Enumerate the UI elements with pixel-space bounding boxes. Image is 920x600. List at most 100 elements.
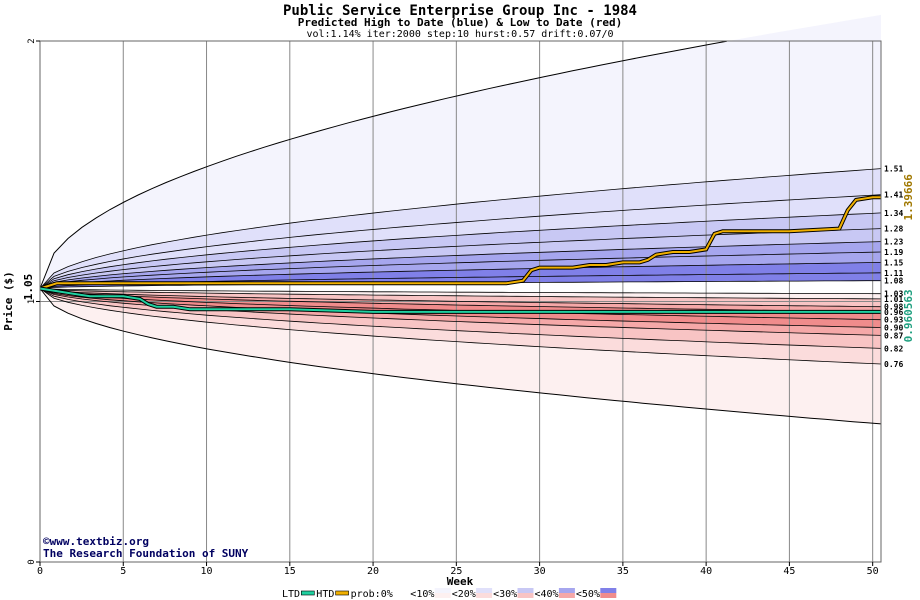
band-high-2 <box>40 194 881 289</box>
legend-prob-swatch-blue-0 <box>393 588 410 593</box>
legend-prob-label-3: <30% <box>493 589 517 600</box>
quantile-label-1.34: 1.34 <box>884 209 903 218</box>
legend-prob-swatch-2 <box>476 588 493 598</box>
chart-title: Public Service Enterprise Group Inc - 19… <box>283 3 637 19</box>
quantile-line-1.28 <box>39 228 882 289</box>
quantile-label-0.87: 0.87 <box>884 331 903 340</box>
band-low-5 <box>40 288 881 336</box>
ltd-final-label: 0.960563 <box>902 289 915 342</box>
y-axis-label: Price ($) <box>2 271 15 331</box>
band-high-6 <box>40 252 881 289</box>
htd-line <box>39 196 881 290</box>
x-tick-label-30: 30 <box>534 566 546 577</box>
x-tick-label-35: 35 <box>617 566 629 577</box>
legend-prob-swatch-red-1 <box>434 593 451 598</box>
quantile-line-1.34 <box>39 212 882 289</box>
band-high-4 <box>40 228 881 289</box>
quantile-label-0.76: 0.76 <box>884 360 903 369</box>
legend-ltd-label: LTD <box>282 589 300 600</box>
quantile-line-1.01 <box>39 288 882 300</box>
legend-prob-label-0: prob:0% <box>351 589 393 600</box>
legend-prob-swatch-red-0 <box>393 593 410 598</box>
axis-ticks: 0 5 10 15 20 25 30 35 40 45 50 0 1 2 <box>27 38 879 577</box>
x-tick-label-40: 40 <box>700 566 712 577</box>
quantile-line-0.90 <box>39 288 882 328</box>
legend-prob-label-1: <10% <box>410 589 434 600</box>
quantile-line-1.03 <box>39 288 882 295</box>
quantile-line-1.19 <box>39 251 882 289</box>
quantile-line-0.98 <box>39 288 882 308</box>
quantile-label-0.90: 0.90 <box>884 324 903 333</box>
band-middle <box>40 280 881 294</box>
quantile-label-0.93: 0.93 <box>884 316 903 325</box>
legend-prob-swatch-1 <box>434 588 451 598</box>
legend-prob-swatch-4 <box>558 588 575 598</box>
legend-prob-swatch-blue-4 <box>558 588 575 593</box>
x-tick-label-50: 50 <box>867 566 879 577</box>
quantile-label-0.98: 0.98 <box>884 303 903 312</box>
x-tick-label-5: 5 <box>120 566 126 577</box>
quantile-line-1.15 <box>39 262 882 289</box>
legend-prob-swatch-red-3 <box>517 593 534 598</box>
legend-htd-swatch <box>335 590 349 596</box>
band-low-6 <box>40 288 881 349</box>
watermark-url: ©www.textbiz.org <box>43 535 149 548</box>
htd-final-label: 1.39666 <box>902 174 915 221</box>
quantile-label-1.28: 1.28 <box>884 225 903 234</box>
legend-prob-swatch-5 <box>600 588 617 598</box>
y-tick-label-1: 1 <box>27 299 37 304</box>
band-high-1 <box>40 168 881 289</box>
x-tick-label-45: 45 <box>783 566 795 577</box>
quantile-label-1.19: 1.19 <box>884 248 903 257</box>
x-tick-label-10: 10 <box>201 566 213 577</box>
legend-prob-swatch-3 <box>517 588 534 598</box>
chart-subtitle: Predicted High to Date (blue) & Low to D… <box>298 16 623 29</box>
quantile-line-1.23 <box>39 241 882 289</box>
legend-prob-swatch-blue-2 <box>476 588 493 593</box>
legend-htd-label: HTD <box>316 589 334 600</box>
x-axis-label: Week <box>447 575 474 588</box>
quantile-label-1.15: 1.15 <box>884 258 903 267</box>
legend-prob-label-4: <40% <box>535 589 559 600</box>
legend-prob-label-5: <50% <box>576 589 600 600</box>
quantile-label-1.41: 1.41 <box>884 191 903 200</box>
quantile-line-1.41 <box>39 194 882 289</box>
band-low-8 <box>40 288 881 424</box>
quantile-label-1.23: 1.23 <box>884 238 903 247</box>
chart-params: vol:1.14% iter:2000 step:10 hurst:0.57 d… <box>306 29 613 40</box>
quantile-label-1.11: 1.11 <box>884 269 903 278</box>
quantile-label-1.08: 1.08 <box>884 277 903 286</box>
legend-prob-swatch-blue-3 <box>517 588 534 593</box>
quantile-labels: 1.51 1.41 1.34 1.28 1.231.191.15 1.111.08 1.03… <box>884 165 903 369</box>
x-tick-label-20: 20 <box>367 566 379 577</box>
band-low-2 <box>40 288 881 312</box>
quantile-label-1.01: 1.01 <box>884 295 903 304</box>
quantile-label-1.51: 1.51 <box>884 165 903 174</box>
quantile-label-1.03: 1.03 <box>884 290 903 299</box>
y-tick-label-2: 2 <box>27 38 37 43</box>
quantile-line-outer-high <box>39 40 727 289</box>
legend-prob-swatch-red-4 <box>558 593 575 598</box>
y-tick-label-0: 0 <box>27 559 37 564</box>
legend-prob-swatch-blue-5 <box>600 588 617 593</box>
series-lines <box>39 195 881 314</box>
band-high-0 <box>40 14 881 289</box>
quantile-label-0.82: 0.82 <box>884 344 903 353</box>
ltd-line <box>39 287 881 313</box>
legend-prob-swatch-0 <box>393 588 410 598</box>
band-low-7 <box>40 288 881 364</box>
legend-prob-swatch-blue-1 <box>434 588 451 593</box>
x-tick-label-15: 15 <box>284 566 296 577</box>
legend-prob-swatch-red-5 <box>600 593 617 598</box>
legend-prob-swatch-red-2 <box>476 593 493 598</box>
quantile-line-0.82 <box>39 288 882 349</box>
legend-ltd-swatch <box>300 590 315 596</box>
band-high-3 <box>40 212 881 289</box>
band-high-7 <box>40 262 881 289</box>
band-low-4 <box>40 288 881 328</box>
quantile-label-0.96: 0.96 <box>884 308 903 317</box>
legend-prob-label-2: <20% <box>452 589 476 600</box>
watermark-org: The Research Foundation of SUNY <box>43 547 249 560</box>
quantile-line-outer-low <box>39 288 882 425</box>
